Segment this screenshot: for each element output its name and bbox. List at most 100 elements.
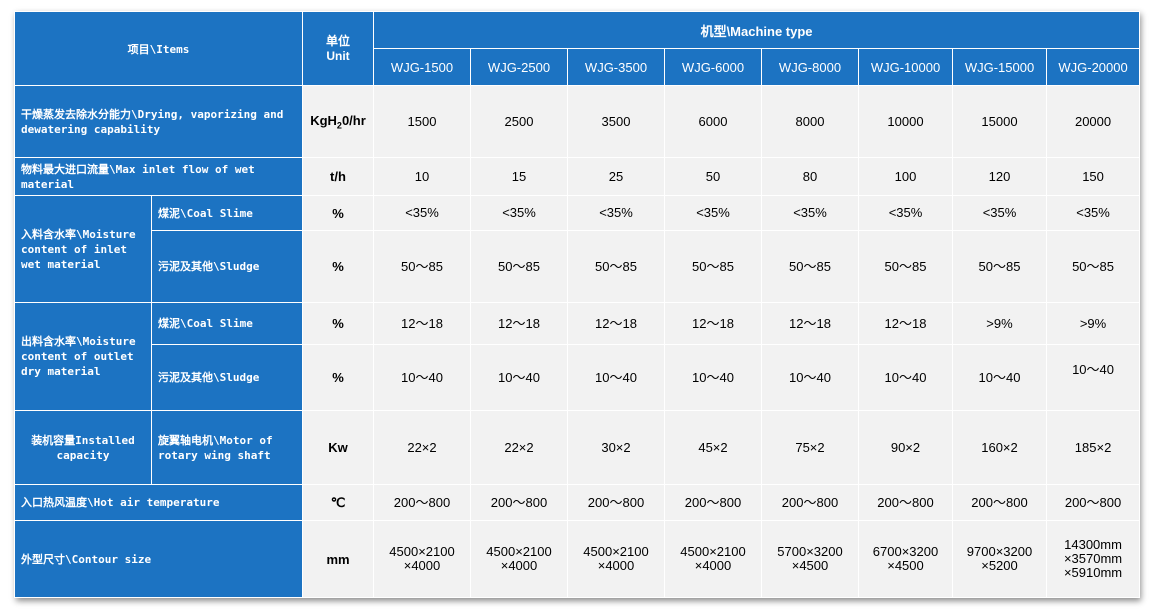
unit-hot-air: ℃ (302, 484, 374, 521)
cell-outlet-sludge: 10～40 (952, 344, 1047, 411)
cell-drying: 2500 (470, 85, 568, 158)
contour-line: 4500×2100 (389, 544, 455, 559)
cell-outlet-coal: 12～18 (373, 302, 471, 345)
cell-drying: 6000 (664, 85, 762, 158)
row-label-installed: 装机容量Installed capacity (14, 410, 152, 485)
model-header: WJG-6000 (664, 48, 762, 86)
cell-drying: 3500 (567, 85, 665, 158)
cell-hot-air: 200～800 (761, 484, 859, 521)
row-drying: 干燥蒸发去除水分能力\Drying, vaporizing and dewate… (14, 85, 1141, 158)
sub-label-inlet-sludge: 污泥及其他\Sludge (151, 230, 303, 303)
cell-outlet-sludge: 10～40 (761, 344, 859, 411)
cell-inlet-sludge: 50～85 (470, 230, 568, 303)
model-header: WJG-15000 (952, 48, 1047, 86)
cell-inlet-sludge: 50～85 (761, 230, 859, 303)
cell-drying: 8000 (761, 85, 859, 158)
cell-installed: 22×2 (470, 410, 568, 485)
cell-contour: 4500×2100 ×4000 (664, 520, 762, 598)
cell-inlet-coal: <35% (470, 195, 568, 231)
cell-contour: 4500×2100 ×4000 (470, 520, 568, 598)
row-label-contour: 外型尺寸\Contour size (14, 520, 303, 598)
cell-outlet-coal: >9% (1045, 302, 1141, 345)
cell-drying: 10000 (858, 85, 953, 158)
unit-drying-pre: KgH (310, 112, 337, 128)
header-unit-en: Unit (326, 48, 350, 63)
contour-line: ×4000 (694, 558, 732, 573)
cell-inlet-sludge: 50～85 (664, 230, 762, 303)
row-label-outlet-moisture: 出料含水率\Moisture content of outlet dry mat… (14, 302, 152, 411)
cell-contour: 6700×3200 ×4500 (858, 520, 953, 598)
cell-contour: 4500×2100 ×4000 (567, 520, 665, 598)
cell-inlet-coal: <35% (373, 195, 471, 231)
cell-installed: 185×2 (1045, 410, 1141, 485)
header-machine-type: 机型\Machine type (372, 11, 1141, 49)
unit-drying-post: 0/hr (341, 112, 366, 128)
cell-inlet-flow: 25 (567, 157, 665, 196)
header-row-1: 项目\Items 单位 Unit 机型\Machine type (14, 11, 1141, 86)
cell-inlet-flow: 80 (761, 157, 859, 196)
sub-label-outlet-sludge: 污泥及其他\Sludge (151, 344, 303, 411)
contour-line: ×4500 (791, 558, 829, 573)
cell-outlet-coal: 12～18 (858, 302, 953, 345)
contour-line: 4500×2100 (486, 544, 552, 559)
cell-contour: 5700×3200 ×4500 (761, 520, 859, 598)
unit-drying-sub: 2 (336, 120, 342, 131)
cell-outlet-sludge: 10～40 (1045, 344, 1141, 411)
cell-inlet-flow: 120 (952, 157, 1047, 196)
contour-line: 4500×2100 (583, 544, 649, 559)
cell-outlet-sludge: 10～40 (373, 344, 471, 411)
header-unit-cn: 单位 (325, 33, 350, 48)
row-inlet-flow: 物料最大进口流量\Max inlet flow of wet material … (14, 157, 1141, 196)
contour-line: 5700×3200 (777, 544, 843, 559)
model-header: WJG-2500 (470, 48, 568, 86)
cell-installed: 75×2 (761, 410, 859, 485)
unit-installed: Kw (302, 410, 374, 485)
spec-table: 项目\Items 单位 Unit 机型\Machine type WJG-150… (14, 11, 1141, 598)
cell-inlet-flow: 150 (1045, 157, 1141, 196)
header-unit: 单位 Unit (302, 11, 374, 86)
unit-inlet-sludge: % (302, 230, 374, 303)
cell-installed: 30×2 (567, 410, 665, 485)
unit-contour: mm (302, 520, 374, 598)
cell-hot-air: 200～800 (1045, 484, 1141, 521)
cell-hot-air: 200～800 (664, 484, 762, 521)
cell-inlet-coal: <35% (761, 195, 859, 231)
row-label-drying: 干燥蒸发去除水分能力\Drying, vaporizing and dewate… (14, 85, 303, 158)
unit-inlet-flow: t/h (302, 157, 374, 196)
cell-inlet-coal: <35% (858, 195, 953, 231)
cell-inlet-sludge: 50～85 (373, 230, 471, 303)
cell-outlet-coal: 12～18 (567, 302, 665, 345)
row-label-inlet-moisture: 入料含水率\Moisture content of inlet wet mate… (14, 195, 152, 303)
cell-inlet-sludge: 50～85 (567, 230, 665, 303)
cell-drying: 20000 (1045, 85, 1141, 158)
row-outlet-coal: 出料含水率\Moisture content of outlet dry mat… (14, 302, 1141, 411)
contour-line: ×5200 (981, 558, 1018, 573)
contour-line: ×4000 (403, 558, 441, 573)
contour-line: ×4000 (597, 558, 635, 573)
unit-outlet-sludge: % (302, 344, 374, 411)
header-row-models: WJG-1500 WJG-2500 WJG-3500 WJG-6000 WJG-… (15, 48, 1141, 86)
cell-outlet-sludge: 10～40 (858, 344, 953, 411)
cell-inlet-coal: <35% (952, 195, 1047, 231)
cell-inlet-flow: 15 (470, 157, 568, 196)
contour-line: ×5910mm (1063, 565, 1123, 580)
cell-outlet-coal: 12～18 (470, 302, 568, 345)
row-inlet-coal: 入料含水率\Moisture content of inlet wet mate… (14, 195, 1141, 303)
cell-outlet-coal: 12～18 (761, 302, 859, 345)
cell-inlet-flow: 10 (373, 157, 471, 196)
cell-outlet-sludge: 10～40 (664, 344, 762, 411)
contour-line: ×3570mm (1063, 551, 1123, 566)
contour-line: 4500×2100 (680, 544, 746, 559)
unit-inlet-coal: % (302, 195, 374, 231)
cell-inlet-coal: <35% (567, 195, 665, 231)
row-installed: 装机容量Installed capacity 旋翼轴电机\Motor of ro… (14, 410, 1141, 485)
cell-hot-air: 200～800 (470, 484, 568, 521)
cell-outlet-sludge: 10～40 (567, 344, 665, 411)
spec-table-wrapper: 项目\Items 单位 Unit 机型\Machine type WJG-150… (14, 11, 1141, 598)
cell-inlet-coal: <35% (1045, 195, 1141, 231)
contour-line: 14300mm (1064, 537, 1122, 552)
cell-inlet-flow: 100 (858, 157, 953, 196)
sub-label-installed: 旋翼轴电机\Motor of rotary wing shaft (151, 410, 303, 485)
contour-line: 9700×3200 (966, 544, 1033, 559)
cell-outlet-sludge: 10～40 (470, 344, 568, 411)
